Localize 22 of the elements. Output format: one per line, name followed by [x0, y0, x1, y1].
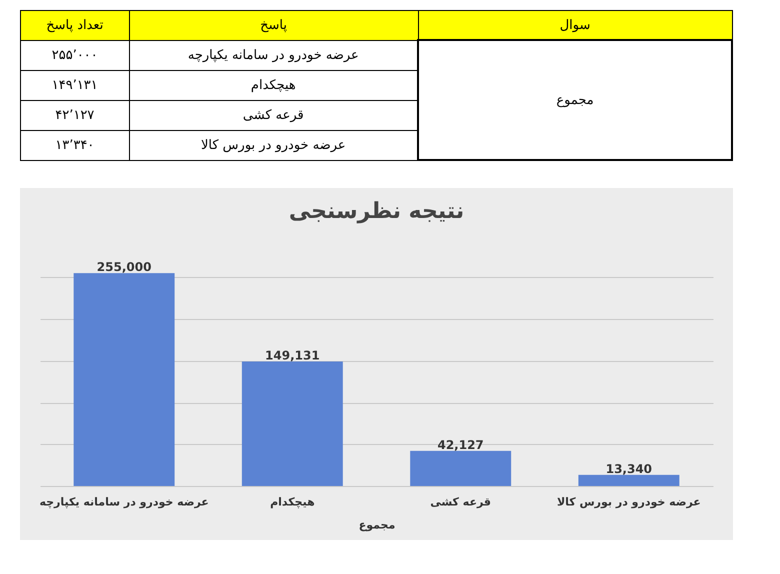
text: ۱۳٬۳۴۰ [20, 130, 130, 160]
x-axis-title: مجموع [358, 518, 396, 532]
text: سوال [418, 10, 732, 40]
chart-title: نتیجه نظرسنجی [288, 199, 464, 224]
text: ۲۵۵٬۰۰۰ [20, 40, 130, 70]
x-tick-label: عرضه خودرو در بورس کالا [556, 496, 701, 508]
text: تعداد پاسخ [20, 10, 130, 40]
data-label: 255,000 [96, 260, 152, 274]
data-label: 149,131 [265, 348, 320, 363]
data-label: 13,340 [606, 462, 652, 476]
text: پاسخ [129, 10, 418, 40]
category-label: قرعه کشی [242, 108, 304, 122]
text: ۴۲٬۱۲۷ [20, 100, 130, 130]
text: مجموع [556, 92, 594, 108]
category-label: عرضه خودرو در بورس کالا [200, 138, 346, 152]
text: ۱۴۹٬۱۳۱ [20, 70, 130, 100]
x-tick-label: هیچکدام [270, 496, 315, 508]
x-tick-label: عرضه خودرو در سامانه یکپارچه [39, 496, 209, 508]
data-label: 42,127 [437, 438, 484, 452]
category-label: عرضه خودرو در سامانه یکپارچه [188, 48, 359, 62]
x-tick-label: قرعه کشی [430, 496, 492, 508]
category-label: هیچکدام [250, 78, 296, 92]
